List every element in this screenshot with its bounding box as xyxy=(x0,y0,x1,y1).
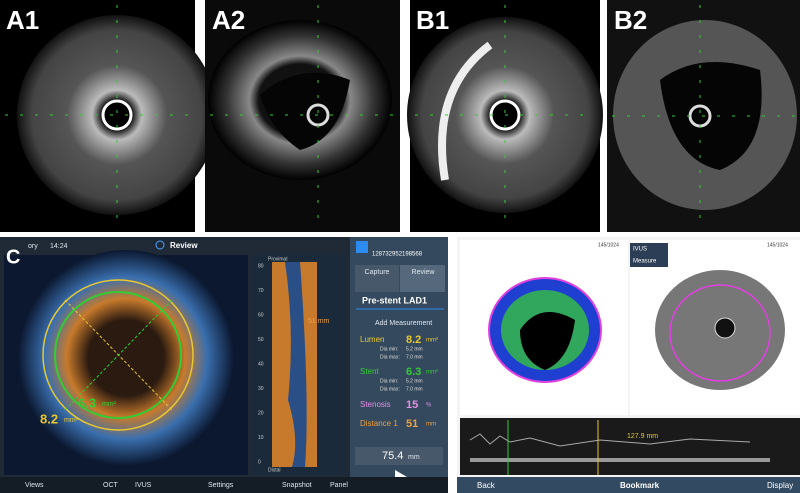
unit: mm² xyxy=(64,417,79,424)
dia-value: 5.2 mm xyxy=(406,346,423,352)
clipped-label: ory xyxy=(28,243,38,250)
ruler-tick: 70 xyxy=(258,288,264,294)
unit: mm² xyxy=(426,370,438,376)
tab[interactable]: Capture xyxy=(365,269,390,276)
stent-area: 6.3 xyxy=(78,395,96,410)
button[interactable]: Bookmark xyxy=(620,481,660,490)
position: 75.4 xyxy=(382,450,403,462)
clock: 14:24 xyxy=(50,243,68,250)
measure-name: Lumen xyxy=(360,335,384,344)
button[interactable]: Back xyxy=(477,481,496,490)
panel-c: ory 14:24 Review 6.3 mm² 8.2 mm² Proxima… xyxy=(0,237,448,493)
measure-value: 15 xyxy=(406,399,418,411)
dia-label: Dia max: xyxy=(380,354,400,360)
unit: % xyxy=(426,403,432,409)
tab[interactable]: Review xyxy=(412,269,436,276)
toolbar-item[interactable]: Settings xyxy=(208,482,234,489)
dia-label: Dia max: xyxy=(380,386,400,392)
toolbar-item[interactable]: Panel xyxy=(330,482,348,489)
toolbar-item[interactable]: Snapshot xyxy=(282,482,312,489)
panel-b2: B2 xyxy=(607,0,800,232)
toolbar-item[interactable]: Views xyxy=(25,482,44,489)
measure-value: 8.2 xyxy=(406,334,421,346)
measurements: Lumen 8.2 mm² Dia min: 5.2 mm Dia max: 7.0 mm S… xyxy=(360,334,438,430)
ruler-tick: 10 xyxy=(258,435,264,441)
panel-a2: A2 xyxy=(205,0,400,232)
panel-b1: B1 xyxy=(407,0,603,232)
measure-name: Stenosis xyxy=(360,400,391,409)
panel-label: B2 xyxy=(614,5,647,35)
unit: mm² xyxy=(426,338,438,344)
dia-label: Dia min: xyxy=(380,346,398,352)
menu-item[interactable]: Measure xyxy=(633,259,657,265)
unit: mm xyxy=(408,454,420,461)
ruler-tick: 50 xyxy=(258,337,264,343)
frame-counter: 145/1024 xyxy=(767,242,788,248)
add-measurement[interactable]: Add Measurement xyxy=(375,320,432,327)
ruler-marker: 51 mm xyxy=(308,318,330,325)
unit: mm xyxy=(426,422,436,428)
measure-name: Distance 1 xyxy=(360,419,398,428)
ruler-tick: 40 xyxy=(258,361,264,367)
measure-value: 51 xyxy=(406,418,418,430)
button[interactable]: Display xyxy=(767,481,793,490)
run-name[interactable]: Pre-stent LAD1 xyxy=(362,295,427,305)
frame-counter: 145/1024 xyxy=(598,242,619,248)
dia-label: Dia min: xyxy=(380,378,398,384)
panel-label: C xyxy=(6,246,20,268)
measure-name: Stent xyxy=(360,367,379,376)
mode: Review xyxy=(170,241,198,250)
unit: mm² xyxy=(102,401,117,408)
ruler-tick: 60 xyxy=(258,312,264,318)
panel-label: D xyxy=(468,246,482,268)
panel-label: B1 xyxy=(416,5,449,35)
lumen-area: 8.2 xyxy=(40,411,58,426)
dia-value: 5.2 mm xyxy=(406,378,423,384)
ruler-tick: 20 xyxy=(258,410,264,416)
dia-value: 7.0 mm xyxy=(406,354,423,360)
panel-a1: A1 xyxy=(0,0,217,232)
toolbar-item[interactable]: IVUS xyxy=(135,482,152,489)
toolbar: Views OCT IVUS Settings Snapshot Panel xyxy=(25,482,348,489)
menu-item[interactable]: IVUS xyxy=(633,247,647,253)
panel-label: A1 xyxy=(6,5,39,35)
ruler-tick: 30 xyxy=(258,386,264,392)
toolbar-item[interactable]: OCT xyxy=(103,482,119,489)
ruler-bottom: Distal xyxy=(268,467,281,473)
panel-d: 145/1024 145/1024 IVUS Measure 127.9 mm … xyxy=(457,237,800,493)
panel-label: A2 xyxy=(212,5,245,35)
ruler-tick: 80 xyxy=(258,263,264,269)
ruler-ticks: 80 70 60 50 40 30 20 10 0 xyxy=(258,263,264,465)
ruler-top: Proximal xyxy=(268,256,287,262)
dia-value: 7.0 mm xyxy=(406,386,423,392)
length: 127.9 mm xyxy=(627,433,658,440)
ruler-tick: 0 xyxy=(258,459,261,465)
measure-value: 6.3 xyxy=(406,366,421,378)
record-id: 128732952198568 xyxy=(372,252,423,258)
